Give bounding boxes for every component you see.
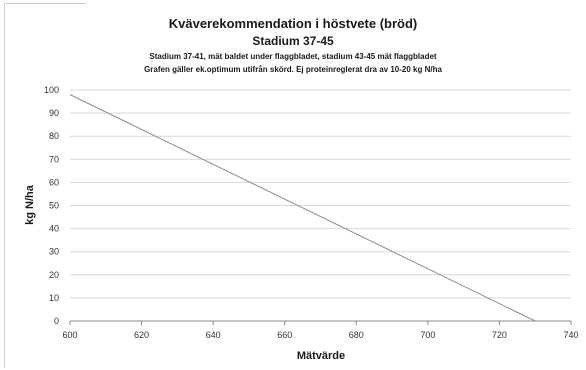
y-tick-label-50: 50 <box>49 201 59 211</box>
y-tick-label-30: 30 <box>49 247 59 257</box>
y-tick-label-10: 10 <box>49 293 59 303</box>
x-axis-title: Mätvärde <box>297 350 345 362</box>
chart-subtitle: Stadium 37-45 <box>252 34 334 48</box>
y-tick-label-70: 70 <box>49 154 59 164</box>
x-tick-label-700: 700 <box>420 330 435 340</box>
chart-frame <box>4 3 579 368</box>
chart-subtitle-line-1: Stadium 37-41, mät baldet under flaggbla… <box>149 52 437 61</box>
y-tick-label-40: 40 <box>49 224 59 234</box>
x-tick-label-740: 740 <box>563 330 578 340</box>
y-tick-label-100: 100 <box>44 85 59 95</box>
grid-lines <box>70 89 571 299</box>
x-tick-label-640: 640 <box>206 330 221 340</box>
series-group <box>69 94 536 322</box>
y-tick-label-90: 90 <box>49 108 59 118</box>
y-tick-label-0: 0 <box>54 316 59 326</box>
tick-labels: 600 620 640 660 680 700 720 740 0 10 20 30 40 50 60 70 8… <box>44 85 579 340</box>
y-tick-label-60: 60 <box>49 177 59 187</box>
y-tick-label-20: 20 <box>49 270 59 280</box>
x-tick-label-660: 660 <box>277 330 292 340</box>
series-line-0 <box>69 94 536 322</box>
y-axis-title: kg N/ha <box>24 184 36 225</box>
x-tick-label-680: 680 <box>349 330 364 340</box>
x-tick-label-720: 720 <box>492 330 507 340</box>
x-tick-label-620: 620 <box>134 330 149 340</box>
y-tick-label-80: 80 <box>49 131 59 141</box>
axes <box>69 320 572 325</box>
top-edge-fragment <box>6 0 86 4</box>
x-tick-label-600: 600 <box>62 330 77 340</box>
chart-subtitle-line-2: Grafen gäller ek.optimum utifrån skörd. … <box>144 65 442 74</box>
chart-title: Kväverekommendation i höstvete (bröd) <box>168 16 418 31</box>
